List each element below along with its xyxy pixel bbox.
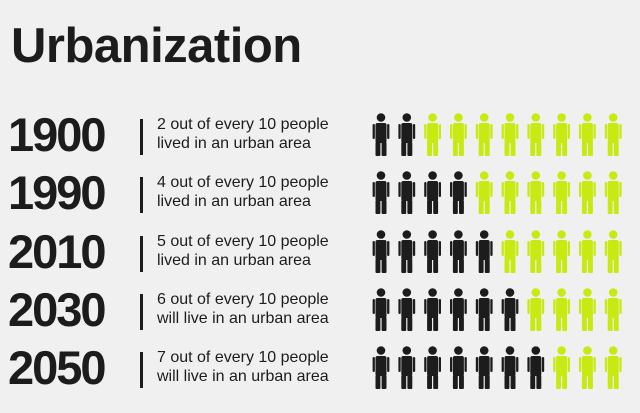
people-icons bbox=[372, 288, 622, 331]
separator bbox=[140, 294, 143, 330]
description-line-1: 4 out of every 10 people bbox=[157, 174, 329, 191]
urban-person-icon bbox=[372, 113, 390, 156]
urban-person-icon bbox=[450, 171, 467, 214]
urban-person-icon bbox=[424, 288, 441, 331]
people-icons bbox=[372, 230, 622, 273]
separator bbox=[140, 177, 143, 213]
description-line-1: 6 out of every 10 people bbox=[157, 291, 329, 308]
urban-person-icon bbox=[372, 288, 390, 331]
rural-person-icon bbox=[579, 230, 596, 273]
row-description: 6 out of every 10 people will live in an… bbox=[157, 290, 329, 328]
rural-person-icon bbox=[527, 113, 545, 156]
urban-person-icon bbox=[424, 230, 441, 273]
row-4: 2050 7 out of every 10 people will live … bbox=[0, 343, 640, 403]
rural-person-icon bbox=[553, 346, 570, 389]
urban-person-icon bbox=[424, 171, 441, 214]
urban-person-icon bbox=[372, 171, 390, 214]
urban-person-icon bbox=[450, 346, 467, 389]
description-line-1: 7 out of every 10 people bbox=[157, 349, 329, 366]
rural-person-icon bbox=[424, 113, 441, 156]
chart-title: Urbanization bbox=[11, 19, 302, 73]
rural-person-icon bbox=[527, 230, 545, 273]
urban-person-icon bbox=[501, 346, 519, 389]
rural-person-icon bbox=[501, 113, 519, 156]
urban-person-icon bbox=[450, 288, 467, 331]
people-icons bbox=[372, 113, 622, 156]
urban-person-icon bbox=[424, 346, 441, 389]
urban-person-icon bbox=[450, 230, 467, 273]
urban-person-icon bbox=[372, 346, 390, 389]
row-description: 5 out of every 10 people lived in an urb… bbox=[157, 232, 329, 270]
rural-person-icon bbox=[553, 230, 570, 273]
rural-person-icon bbox=[604, 346, 622, 389]
urban-person-icon bbox=[475, 288, 493, 331]
rural-person-icon bbox=[579, 346, 596, 389]
rural-person-icon bbox=[553, 288, 570, 331]
rural-person-icon bbox=[553, 171, 570, 214]
year-label: 2050 bbox=[8, 341, 107, 394]
urban-person-icon bbox=[475, 230, 493, 273]
description-line-1: 2 out of every 10 people bbox=[157, 116, 329, 133]
row-3: 2030 6 out of every 10 people will live … bbox=[0, 285, 640, 345]
urban-person-icon bbox=[501, 288, 519, 331]
rural-person-icon bbox=[579, 113, 596, 156]
rural-person-icon bbox=[553, 113, 570, 156]
separator bbox=[140, 352, 143, 388]
urban-person-icon bbox=[398, 171, 416, 214]
rural-person-icon bbox=[604, 230, 622, 273]
description-line-2: will live in an urban area bbox=[157, 368, 329, 385]
row-description: 7 out of every 10 people will live in an… bbox=[157, 348, 329, 386]
rural-person-icon bbox=[604, 113, 622, 156]
year-label: 2030 bbox=[8, 283, 107, 336]
year-label: 1990 bbox=[8, 166, 107, 219]
description-line-1: 5 out of every 10 people bbox=[157, 233, 329, 250]
rural-person-icon bbox=[450, 113, 467, 156]
rural-person-icon bbox=[527, 171, 545, 214]
rural-person-icon bbox=[579, 288, 596, 331]
row-description: 4 out of every 10 people lived in an urb… bbox=[157, 173, 329, 211]
rural-person-icon bbox=[604, 171, 622, 214]
urban-person-icon bbox=[398, 113, 416, 156]
rural-person-icon bbox=[501, 230, 519, 273]
urban-person-icon bbox=[527, 346, 545, 389]
rural-person-icon bbox=[604, 288, 622, 331]
rural-person-icon bbox=[475, 171, 493, 214]
rural-person-icon bbox=[501, 171, 519, 214]
description-line-2: lived in an urban area bbox=[157, 193, 311, 210]
urban-person-icon bbox=[475, 346, 493, 389]
urban-person-icon bbox=[372, 230, 390, 273]
description-line-2: lived in an urban area bbox=[157, 135, 311, 152]
people-icons bbox=[372, 171, 622, 214]
description-line-2: will live in an urban area bbox=[157, 310, 329, 327]
row-1: 1990 4 out of every 10 people lived in a… bbox=[0, 168, 640, 228]
row-2: 2010 5 out of every 10 people lived in a… bbox=[0, 227, 640, 287]
urban-person-icon bbox=[398, 288, 416, 331]
urban-person-icon bbox=[398, 230, 416, 273]
rural-person-icon bbox=[475, 113, 493, 156]
separator bbox=[140, 236, 143, 272]
row-0: 1900 2 out of every 10 people lived in a… bbox=[0, 110, 640, 170]
year-label: 1900 bbox=[8, 108, 107, 161]
row-description: 2 out of every 10 people lived in an urb… bbox=[157, 115, 329, 153]
separator bbox=[140, 119, 143, 155]
year-label: 2010 bbox=[8, 225, 107, 278]
urban-person-icon bbox=[398, 346, 416, 389]
people-icons bbox=[372, 346, 622, 389]
description-line-2: lived in an urban area bbox=[157, 252, 311, 269]
rural-person-icon bbox=[527, 288, 545, 331]
rural-person-icon bbox=[579, 171, 596, 214]
